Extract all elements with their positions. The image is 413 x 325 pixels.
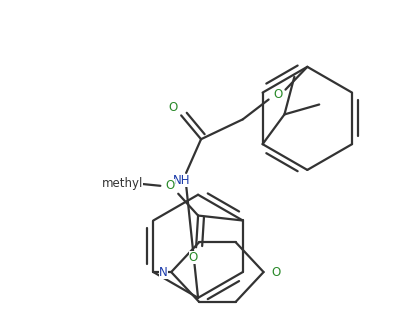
- Text: methyl: methyl: [102, 177, 143, 190]
- Text: O: O: [168, 101, 178, 114]
- Text: O: O: [272, 88, 282, 101]
- Text: N: N: [159, 266, 167, 279]
- Text: O: O: [188, 251, 197, 264]
- Text: O: O: [165, 179, 174, 192]
- Text: NH: NH: [172, 174, 190, 187]
- Text: O: O: [270, 266, 280, 279]
